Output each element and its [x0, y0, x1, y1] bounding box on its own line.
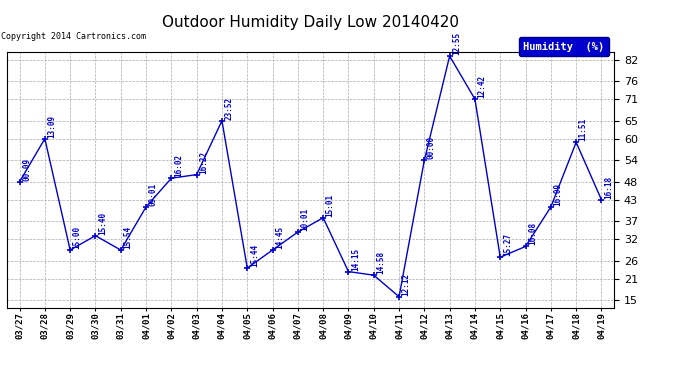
Text: 12:12: 12:12: [402, 273, 411, 296]
Legend: Humidity  (%): Humidity (%): [520, 37, 609, 56]
Text: 14:58: 14:58: [376, 251, 385, 274]
Text: 12:42: 12:42: [477, 75, 486, 98]
Text: 00:09: 00:09: [22, 158, 31, 181]
Text: 00:00: 00:00: [427, 136, 436, 159]
Text: 15:40: 15:40: [98, 211, 107, 235]
Text: 23:52: 23:52: [224, 96, 233, 120]
Text: 12:55: 12:55: [452, 32, 461, 55]
Text: Outdoor Humidity Daily Low 20140420: Outdoor Humidity Daily Low 20140420: [162, 15, 459, 30]
Text: 10:01: 10:01: [300, 208, 309, 231]
Text: 16:08: 16:08: [528, 222, 537, 245]
Text: 13:09: 13:09: [48, 114, 57, 138]
Text: Copyright 2014 Cartronics.com: Copyright 2014 Cartronics.com: [1, 32, 146, 41]
Text: 16:09: 16:09: [553, 183, 562, 206]
Text: 09:01: 09:01: [148, 183, 157, 206]
Text: 14:15: 14:15: [351, 248, 360, 270]
Text: 15:01: 15:01: [326, 194, 335, 217]
Text: 14:45: 14:45: [275, 226, 284, 249]
Text: 15:44: 15:44: [250, 244, 259, 267]
Text: 16:18: 16:18: [604, 176, 613, 199]
Text: 16:22: 16:22: [199, 150, 208, 174]
Text: 15:00: 15:00: [72, 226, 81, 249]
Text: 15:27: 15:27: [503, 233, 512, 256]
Text: 11:51: 11:51: [579, 118, 588, 141]
Text: 15:54: 15:54: [124, 226, 132, 249]
Text: 16:02: 16:02: [174, 154, 183, 177]
